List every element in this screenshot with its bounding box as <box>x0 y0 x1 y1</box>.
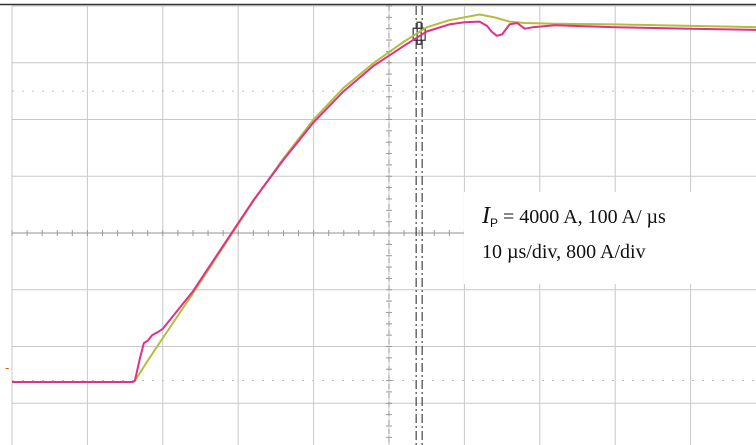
trace-line-2 <box>12 20 756 383</box>
traces <box>12 13 756 383</box>
ground-marker: - <box>5 360 9 375</box>
pulse-annotation: IP = 4000 A, 100 A/ µs <box>482 204 666 235</box>
current-symbol: I <box>482 203 490 229</box>
scale-annotation: 10 µs/div, 800 A/div <box>482 241 646 263</box>
current-subscript: P <box>490 216 499 230</box>
trace-line-1 <box>12 13 756 383</box>
ground-marker-group: - <box>5 360 9 375</box>
annotation-box <box>464 192 756 284</box>
time-cursor <box>412 6 426 445</box>
pulse-annotation-text: = 4000 A, 100 A/ µs <box>498 206 666 228</box>
